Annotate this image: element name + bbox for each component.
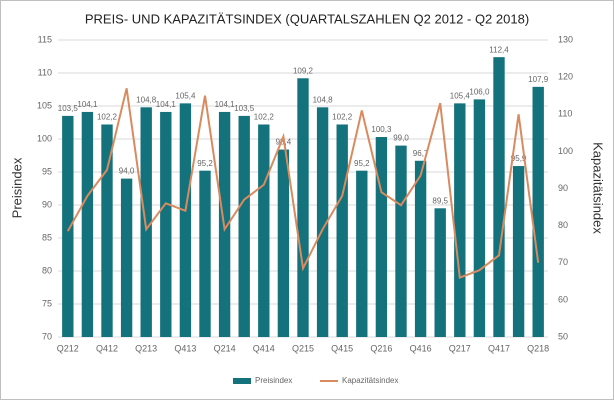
x-tick-label: Q216 — [370, 343, 392, 353]
value-label: 95,2 — [197, 159, 213, 168]
value-label: 112,4 — [489, 45, 509, 54]
bar — [120, 178, 133, 337]
y-tick-label: 70 — [42, 331, 52, 341]
line — [66, 88, 540, 279]
value-label: 102,2 — [332, 113, 353, 122]
y2-tick-label: 120 — [558, 72, 573, 82]
y-tick-label: 85 — [42, 232, 52, 242]
y2-tick-label: 90 — [558, 183, 568, 193]
chart-title: PREIS- UND KAPAZITÄTSINDEX (QUARTALSZAHL… — [85, 11, 529, 26]
y-axis-label: Preisindex — [9, 157, 24, 218]
x-tick-label: Q417 — [488, 343, 510, 353]
y-tick-label: 75 — [42, 298, 52, 308]
value-label: 89,5 — [432, 196, 448, 205]
value-label: 107,9 — [528, 75, 549, 84]
bar — [414, 160, 427, 337]
value-label: 100,3 — [371, 125, 392, 134]
y-tick-label: 115 — [38, 34, 52, 44]
y-tick-label: 105 — [37, 100, 52, 110]
bar — [160, 111, 172, 337]
x-tick-label: Q416 — [410, 343, 432, 353]
bar — [336, 124, 348, 337]
bar — [81, 111, 94, 337]
y-tick-label: 100 — [37, 133, 52, 143]
value-label: 104,1 — [215, 100, 236, 109]
value-label: 106,0 — [469, 88, 490, 97]
bar — [375, 137, 388, 337]
y2-tick-label: 110 — [558, 109, 572, 119]
value-label: 102,2 — [97, 113, 118, 122]
x-tick-label: Q414 — [253, 343, 275, 353]
value-label: 103,5 — [234, 104, 255, 113]
x-tick-label: Q413 — [174, 343, 196, 353]
bar — [512, 166, 525, 337]
value-label: 99,0 — [393, 134, 409, 143]
value-label: 105,4 — [450, 91, 471, 100]
legend-label: Preisindex — [255, 376, 292, 385]
bar — [277, 149, 290, 337]
bar — [179, 103, 192, 337]
bar — [258, 124, 270, 337]
bar — [532, 86, 544, 337]
legend-swatch — [233, 378, 251, 384]
value-label: 104,1 — [77, 100, 98, 109]
y2-tick-label: 60 — [558, 294, 568, 304]
x-tick-label: Q215 — [292, 343, 314, 353]
value-label: 94,0 — [119, 167, 135, 176]
value-label: 95,2 — [354, 159, 370, 168]
x-tick-label: Q217 — [449, 343, 471, 353]
x-tick-label: Q218 — [527, 343, 549, 353]
y-tick-label: 90 — [42, 199, 52, 209]
bar — [62, 115, 74, 338]
value-label: 103,5 — [58, 104, 79, 113]
x-tick-label: Q412 — [96, 343, 118, 353]
legend-label: Kapazitätsindex — [342, 376, 398, 385]
value-label: 95,9 — [511, 154, 527, 163]
y2-tick-label: 50 — [558, 331, 568, 341]
x-tick-label: Q212 — [57, 343, 79, 353]
bar — [101, 124, 113, 337]
value-label: 96,7 — [413, 149, 429, 158]
value-label: 105,4 — [175, 91, 196, 100]
value-label: 102,2 — [254, 113, 275, 122]
y-tick-label: 95 — [42, 166, 52, 176]
bar — [473, 99, 486, 338]
y-tick-label: 80 — [42, 265, 52, 275]
value-label: 109,2 — [293, 66, 314, 75]
bar — [434, 208, 446, 337]
bar — [395, 145, 407, 337]
bar — [297, 78, 309, 337]
value-label: 104,1 — [156, 100, 177, 109]
value-label: 104,8 — [136, 95, 157, 104]
bar — [199, 170, 211, 337]
bar — [493, 57, 505, 337]
x-tick-label: Q213 — [135, 343, 157, 353]
bar — [238, 115, 250, 338]
y2-tick-label: 70 — [558, 257, 568, 267]
bar — [316, 107, 329, 337]
y2-tick-label: 130 — [558, 34, 573, 44]
bar — [454, 103, 466, 337]
x-tick-label: Q415 — [331, 343, 353, 353]
y2-tick-label: 100 — [558, 146, 573, 156]
y2-axis-label: Kapazitätsindex — [591, 142, 606, 234]
y-tick-label: 110 — [38, 67, 52, 77]
x-tick-label: Q214 — [214, 343, 236, 353]
value-label: 104,8 — [313, 95, 334, 104]
bar — [356, 170, 368, 337]
y2-tick-label: 80 — [558, 220, 568, 230]
